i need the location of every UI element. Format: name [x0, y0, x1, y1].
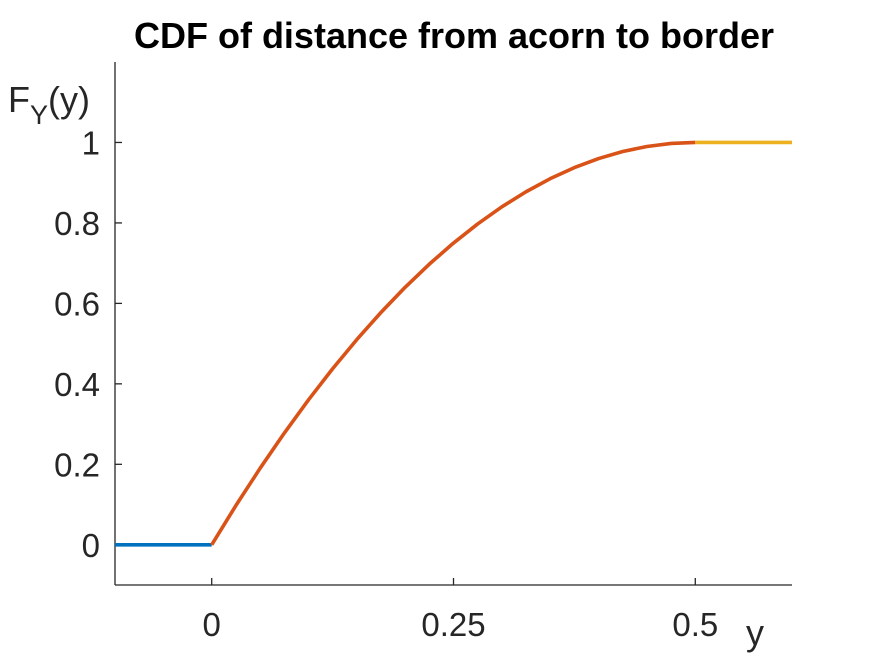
y-tick-label: 0 — [82, 527, 100, 564]
chart-title: CDF of distance from acorn to border — [134, 15, 774, 56]
ticks: 0 0.25 0.5 0 0.2 0.4 0.6 0.8 1 — [54, 124, 718, 643]
y-axis-label: FY(y) — [8, 79, 90, 130]
axes — [114, 62, 792, 586]
y-axis-label-main: F — [8, 79, 30, 120]
y-axis-label-suffix: (y) — [48, 79, 90, 120]
y-tick-label: 0.6 — [54, 285, 100, 322]
x-tick-label: 0.5 — [672, 606, 718, 643]
y-axis-label-subscript: Y — [30, 100, 48, 130]
y-tick-label: 1 — [82, 124, 100, 161]
x-tick-label: 0.25 — [421, 606, 485, 643]
y-tick-label: 0.2 — [54, 446, 100, 483]
x-tick-label: 0 — [203, 606, 221, 643]
x-axis-label: y — [746, 612, 764, 653]
series-layer — [115, 140, 792, 547]
y-tick-label: 0.4 — [54, 366, 100, 403]
y-tick-label: 0.8 — [54, 205, 100, 242]
series-line-2 — [210, 140, 696, 546]
